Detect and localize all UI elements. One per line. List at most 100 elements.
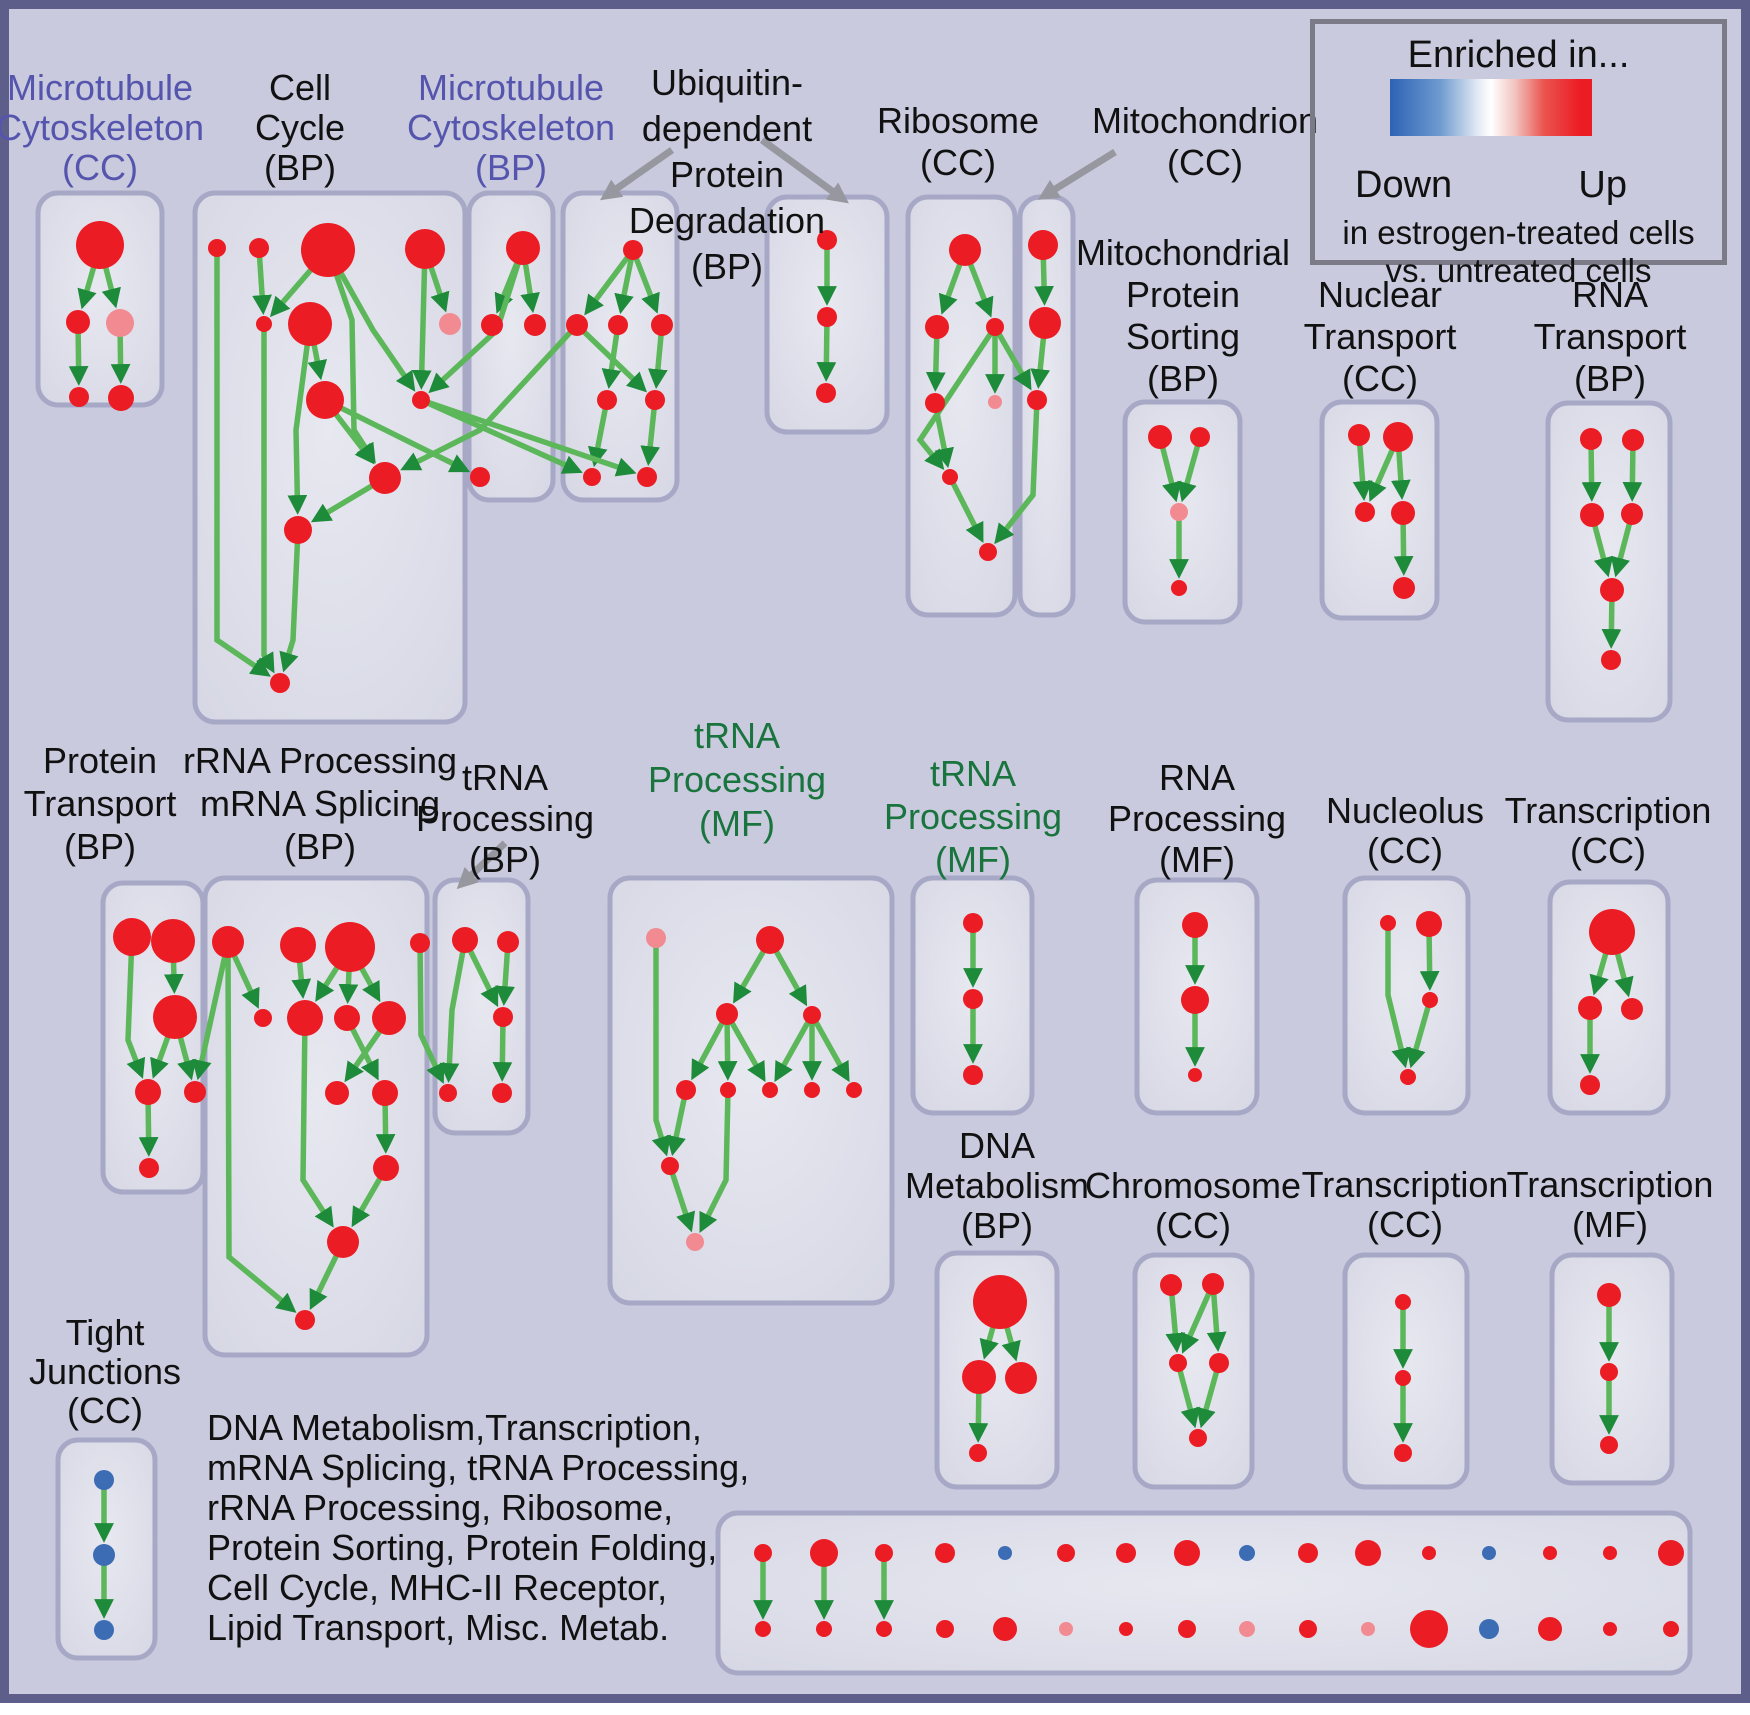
label-pointer-arrow [1037, 149, 1117, 200]
go-term-node-transcription-cc-2 [1394, 1444, 1412, 1462]
go-term-node-transcription-mf-0 [1597, 1283, 1621, 1307]
cluster-label-3: (BP) [691, 246, 763, 287]
go-term-node-dna-metabolism-2 [1005, 1362, 1037, 1394]
go-term-node-cell-cycle-3 [405, 229, 445, 269]
go-term-node-trna-bp-2 [493, 1007, 513, 1027]
cluster-label-6: Protein [1126, 274, 1240, 315]
cluster-label-7: (CC) [1342, 358, 1418, 399]
go-term-node-mitochondrion-1 [1029, 307, 1061, 339]
go-term-node-rrna-mrna-7 [372, 1001, 406, 1035]
go-term-node-rna-transport-2 [1580, 503, 1604, 527]
go-term-node-mt-cc-2 [106, 309, 134, 337]
go-term-node-nucleolus-3 [1400, 1069, 1416, 1085]
go-term-node-tight-junctions-1 [93, 1544, 115, 1566]
go-term-node-misc-cluster-6 [935, 1543, 955, 1563]
cluster-label-8: Transport [1534, 316, 1687, 357]
edge-arrow [651, 938, 671, 1157]
edge-arrow [439, 939, 468, 1083]
go-term-node-ubiq-bp-7 [637, 467, 657, 487]
go-term-node-misc-cluster-21 [1361, 1622, 1375, 1636]
go-term-node-nuclear-transport-2 [1355, 502, 1375, 522]
go-term-node-cell-cycle-7 [306, 381, 344, 419]
go-term-node-mito-sorting-3 [1171, 580, 1187, 596]
label-pointer-arrow [599, 147, 675, 201]
go-term-node-tight-junctions-0 [94, 1470, 114, 1490]
cluster-box-chromosome [1132, 1252, 1255, 1490]
cluster-box-misc-cluster [715, 1510, 1693, 1676]
go-term-node-dna-metabolism-1 [962, 1360, 996, 1394]
cluster-label-4: Ribosome [877, 100, 1039, 141]
go-term-node-trna-bp-4 [492, 1083, 512, 1103]
legend-up-label: Up [1578, 164, 1627, 206]
edge-arrow [192, 941, 231, 1081]
cluster-label-3: Protein [670, 154, 784, 195]
go-term-node-chromosome-4 [1189, 1429, 1207, 1447]
go-term-node-trna-mf-1-1 [756, 926, 784, 954]
go-term-node-cell-cycle-8 [412, 391, 430, 409]
go-term-node-rna-transport-4 [1600, 578, 1624, 602]
misc-categories-note-line: DNA Metabolism,Transcription, [207, 1407, 702, 1448]
edge-arrow [420, 397, 637, 477]
go-term-node-misc-cluster-30 [1658, 1540, 1684, 1566]
go-term-node-trna-mf-2-1 [963, 989, 983, 1009]
go-term-node-trna-mf-1-6 [762, 1082, 778, 1098]
go-term-node-misc-cluster-25 [1479, 1619, 1499, 1639]
go-term-node-misc-cluster-17 [1239, 1621, 1255, 1637]
go-term-node-ribosome-5 [942, 469, 958, 485]
label-pointer-arrow [456, 840, 508, 890]
go-term-node-misc-cluster-27 [1538, 1617, 1562, 1641]
go-term-node-chromosome-0 [1160, 1274, 1182, 1296]
cluster-label-3: dependent [642, 108, 812, 149]
cluster-label-2: (BP) [475, 147, 547, 188]
go-term-node-transcription-cc-mid-0 [1589, 909, 1635, 955]
go-term-node-nuclear-transport-4 [1393, 577, 1415, 599]
go-term-node-cell-cycle-1 [249, 238, 269, 258]
cluster-label-1: Cell [269, 67, 331, 108]
go-term-node-mitochondrion-2 [1027, 390, 1047, 410]
go-term-node-misc-cluster-13 [1119, 1622, 1133, 1636]
misc-categories-note-line: rRNA Processing, Ribosome, [207, 1487, 673, 1528]
go-term-node-rrna-mrna-5 [287, 1000, 323, 1036]
cluster-label-0: Cytoskeleton [0, 107, 204, 148]
go-term-node-transcription-mf-1 [1600, 1363, 1618, 1381]
cluster-label-17: Metabolism [905, 1165, 1089, 1206]
go-term-node-misc-cluster-3 [816, 1621, 832, 1637]
cluster-label-10: mRNA Splicing [200, 783, 440, 824]
go-term-node-ubiq-bp-5 [645, 390, 665, 410]
cluster-label-5: (CC) [1167, 142, 1243, 183]
cluster-label-7: Nuclear [1318, 274, 1442, 315]
go-term-node-misc-cluster-31 [1663, 1621, 1679, 1637]
edge-arrow [325, 248, 416, 392]
cluster-label-10: (BP) [284, 826, 356, 867]
edge-arrow [774, 1013, 815, 1083]
cluster-label-1: Cycle [255, 107, 345, 148]
legend-caption: in estrogen-treated cells vs. untreated … [1315, 214, 1722, 290]
go-term-node-trna-mf-2-0 [963, 913, 983, 933]
go-term-node-protein-transport-1 [151, 919, 195, 963]
cluster-label-12: Processing [648, 759, 826, 800]
go-term-node-rrna-mrna-12 [295, 1310, 315, 1330]
edge-arrow [400, 323, 580, 471]
go-term-node-misc-cluster-7 [936, 1620, 954, 1638]
go-term-node-tight-junctions-2 [94, 1620, 114, 1640]
cluster-label-4: (CC) [920, 142, 996, 183]
cluster-label-13: Processing [884, 796, 1062, 837]
go-term-node-nuclear-transport-3 [1391, 501, 1415, 525]
go-term-node-misc-cluster-19 [1299, 1620, 1317, 1638]
go-term-node-misc-cluster-18 [1298, 1543, 1318, 1563]
go-term-node-mt-cc-1 [66, 310, 90, 334]
cluster-label-3: Degradation [629, 200, 825, 241]
go-term-node-trna-bp-3 [439, 1084, 457, 1102]
go-term-node-misc-cluster-11 [1059, 1622, 1073, 1636]
cluster-label-9: Transport [24, 783, 177, 824]
go-term-node-protein-transport-5 [139, 1158, 159, 1178]
cluster-label-0: (CC) [62, 147, 138, 188]
go-term-node-chromosome-3 [1209, 1353, 1229, 1373]
go-term-node-misc-cluster-8 [998, 1546, 1012, 1560]
go-term-node-misc-cluster-24 [1482, 1546, 1496, 1560]
edge-arrow [916, 325, 998, 470]
go-term-node-misc-cluster-26 [1543, 1546, 1557, 1560]
go-term-node-ubiq-bp-2 [608, 315, 628, 335]
go-term-node-trna-mf-2-2 [963, 1065, 983, 1085]
